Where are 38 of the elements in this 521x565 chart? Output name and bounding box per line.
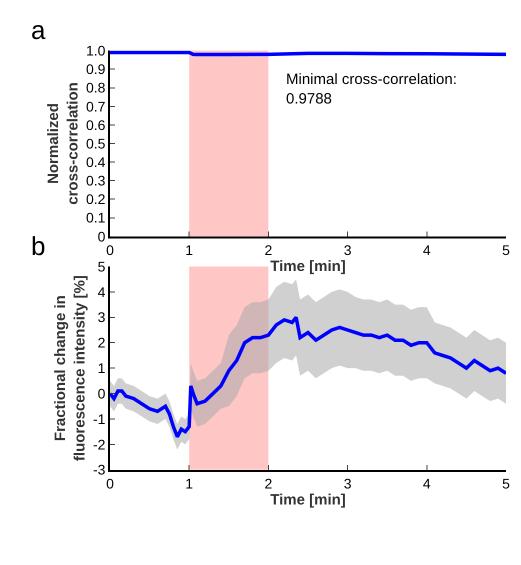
y-tick-label: -2 <box>92 436 106 452</box>
x-tick-label: 2 <box>264 242 272 258</box>
x-tick-label: 3 <box>344 475 352 492</box>
line-series <box>110 316 506 439</box>
y-axis-title: Fractional change in fluorescence intensity [%] <box>52 275 89 462</box>
y-tick-label: -1 <box>92 410 106 427</box>
x-tick-label: 5 <box>502 242 510 258</box>
y-tick-label: 5 <box>98 258 106 274</box>
y-tick-label: 0.9 <box>86 61 106 78</box>
y-tick-label: 0.6 <box>86 116 106 133</box>
y-tick-label: 3 <box>98 309 106 326</box>
x-tick-label: 4 <box>422 475 431 492</box>
y-tick-label: -3 <box>92 462 106 478</box>
x-axis-title: Time [min] <box>270 258 346 275</box>
x-tick-label: 1 <box>185 242 194 258</box>
text: b <box>31 231 46 261</box>
y-tick-label: 1 <box>98 360 106 376</box>
x-tick-label: 3 <box>344 242 352 258</box>
y-tick-label: 0.3 <box>86 172 106 189</box>
y-tick-label: 0.2 <box>86 191 106 208</box>
text: a <box>31 15 46 45</box>
y-tick-label: 4 <box>98 284 106 300</box>
y-tick-label: 0.8 <box>86 80 106 96</box>
y-axis-title: Normalized cross-correlation <box>45 82 82 205</box>
y-tick-label: 0.7 <box>86 98 106 114</box>
y-tick-label: 1.0 <box>86 42 106 59</box>
x-axis-title: Time [min] <box>270 491 346 508</box>
x-tick-label: 1 <box>185 475 194 492</box>
y-tick-label: 2 <box>98 334 106 351</box>
y-tick-label: 0.5 <box>86 135 106 152</box>
x-tick-label: 5 <box>502 475 510 492</box>
y-tick-label: 0.4 <box>86 154 106 170</box>
x-tick-label: 2 <box>264 475 272 492</box>
y-tick-label: 0 <box>98 228 106 244</box>
y-tick-label: 0 <box>98 385 106 402</box>
x-tick-label: 4 <box>422 242 431 258</box>
y-tick-label: 0.1 <box>86 210 106 226</box>
annotation: Minimal cross-correlation: 0.9788 <box>286 71 457 108</box>
